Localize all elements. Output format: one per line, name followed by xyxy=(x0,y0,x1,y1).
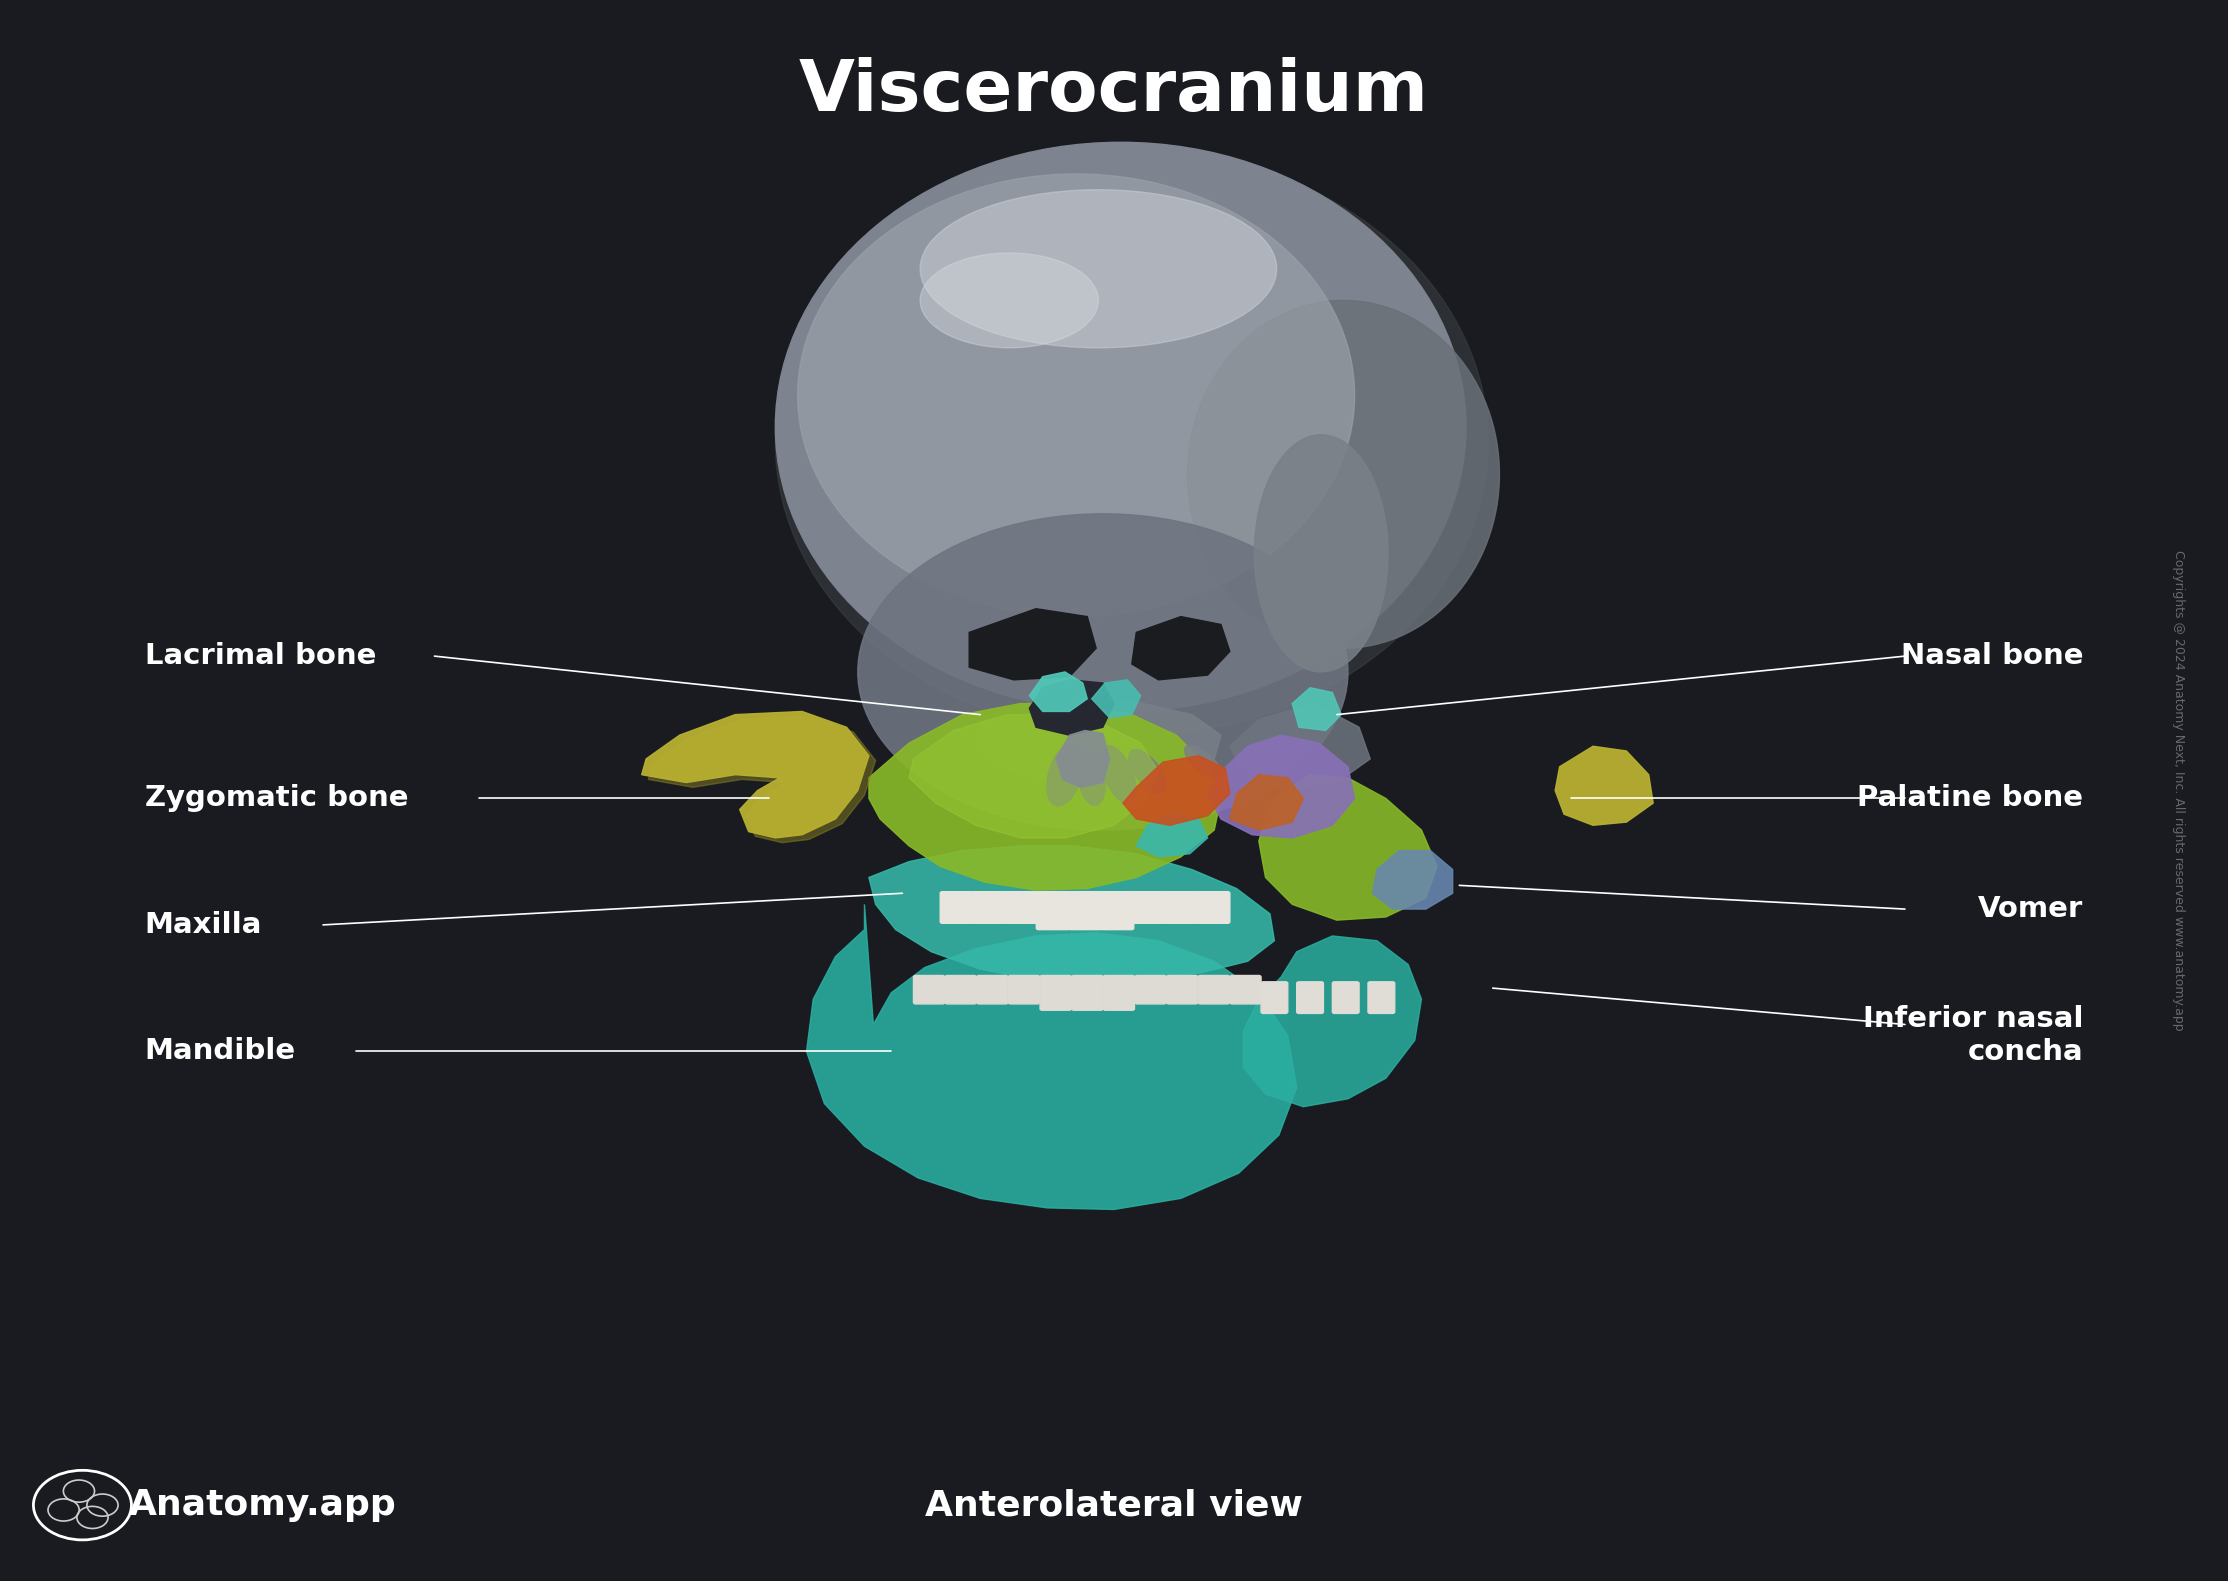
Ellipse shape xyxy=(920,253,1098,348)
Ellipse shape xyxy=(858,514,1348,830)
FancyBboxPatch shape xyxy=(1005,892,1038,923)
FancyBboxPatch shape xyxy=(1199,975,1230,1004)
FancyBboxPatch shape xyxy=(971,892,1005,923)
Text: Inferior nasal
concha: Inferior nasal concha xyxy=(1863,1006,2083,1066)
Polygon shape xyxy=(909,715,1159,838)
FancyBboxPatch shape xyxy=(1134,975,1165,1004)
FancyBboxPatch shape xyxy=(1009,975,1040,1004)
Polygon shape xyxy=(869,704,1221,890)
Text: Lacrimal bone: Lacrimal bone xyxy=(145,642,377,670)
FancyBboxPatch shape xyxy=(1072,975,1103,1010)
Polygon shape xyxy=(1136,814,1208,857)
Ellipse shape xyxy=(775,142,1466,711)
Polygon shape xyxy=(1123,756,1230,825)
FancyBboxPatch shape xyxy=(976,975,1007,1004)
Ellipse shape xyxy=(1101,746,1136,803)
FancyBboxPatch shape xyxy=(913,975,945,1004)
Polygon shape xyxy=(648,716,876,843)
Text: Palatine bone: Palatine bone xyxy=(1858,784,2083,813)
Polygon shape xyxy=(1555,746,1653,825)
FancyBboxPatch shape xyxy=(1332,982,1359,1013)
Polygon shape xyxy=(1292,688,1341,730)
Ellipse shape xyxy=(1185,745,1221,779)
Polygon shape xyxy=(976,699,1221,783)
Ellipse shape xyxy=(775,150,1488,735)
Polygon shape xyxy=(1259,775,1437,920)
FancyBboxPatch shape xyxy=(1101,892,1134,930)
Polygon shape xyxy=(807,904,1297,1209)
Polygon shape xyxy=(1056,730,1110,787)
Text: Zygomatic bone: Zygomatic bone xyxy=(145,784,408,813)
Polygon shape xyxy=(1230,704,1370,790)
Ellipse shape xyxy=(1130,749,1165,794)
Polygon shape xyxy=(1372,851,1453,909)
Polygon shape xyxy=(1230,775,1303,830)
Text: Copyrights @ 2024 Anatomy Next, Inc. All rights reserved www.anatomy.app: Copyrights @ 2024 Anatomy Next, Inc. All… xyxy=(2172,550,2186,1031)
FancyBboxPatch shape xyxy=(1103,975,1134,1010)
Polygon shape xyxy=(1092,680,1141,718)
Ellipse shape xyxy=(1254,435,1388,672)
FancyBboxPatch shape xyxy=(940,892,974,923)
FancyBboxPatch shape xyxy=(1040,975,1072,1010)
Text: Vomer: Vomer xyxy=(1978,895,2083,923)
Ellipse shape xyxy=(1188,300,1499,648)
Polygon shape xyxy=(1029,672,1087,711)
Polygon shape xyxy=(1243,936,1421,1107)
FancyBboxPatch shape xyxy=(1368,982,1395,1013)
FancyBboxPatch shape xyxy=(1230,975,1261,1004)
Text: Anterolateral view: Anterolateral view xyxy=(925,1488,1303,1523)
Text: Mandible: Mandible xyxy=(145,1037,296,1066)
Ellipse shape xyxy=(1047,743,1083,806)
Polygon shape xyxy=(1132,617,1230,680)
Polygon shape xyxy=(869,846,1274,983)
FancyBboxPatch shape xyxy=(1297,982,1323,1013)
FancyBboxPatch shape xyxy=(1196,892,1230,923)
Ellipse shape xyxy=(920,190,1277,348)
Text: Anatomy.app: Anatomy.app xyxy=(129,1488,397,1523)
FancyBboxPatch shape xyxy=(1261,982,1288,1013)
FancyBboxPatch shape xyxy=(1165,892,1199,923)
FancyBboxPatch shape xyxy=(1069,892,1103,930)
FancyBboxPatch shape xyxy=(945,975,976,1004)
Text: Viscerocranium: Viscerocranium xyxy=(800,57,1428,126)
Ellipse shape xyxy=(1078,751,1105,805)
Polygon shape xyxy=(1208,735,1355,838)
Ellipse shape xyxy=(798,174,1355,617)
FancyBboxPatch shape xyxy=(1167,975,1199,1004)
Text: Nasal bone: Nasal bone xyxy=(1900,642,2083,670)
FancyBboxPatch shape xyxy=(1036,892,1069,930)
Polygon shape xyxy=(1029,680,1114,735)
FancyBboxPatch shape xyxy=(1132,892,1165,923)
Polygon shape xyxy=(642,711,869,838)
Text: Maxilla: Maxilla xyxy=(145,911,263,939)
Polygon shape xyxy=(969,609,1096,680)
